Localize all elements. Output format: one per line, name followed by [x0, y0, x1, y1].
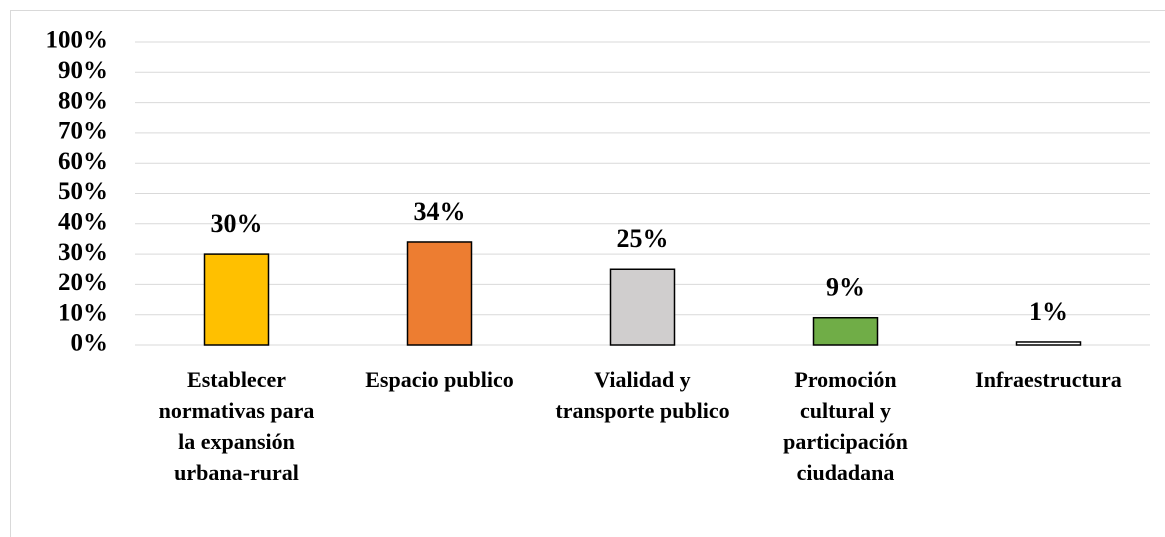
x-tick-label: Promoción cultural y participación ciuda… — [783, 367, 908, 485]
y-tick-label: 50% — [58, 178, 108, 205]
y-tick-label: 30% — [58, 239, 108, 266]
bar — [812, 316, 879, 346]
y-tick-label: 20% — [58, 269, 108, 296]
x-tick-label: Espacio publico — [365, 367, 514, 392]
chart-border — [10, 10, 1165, 537]
y-tick-label: 60% — [58, 148, 108, 175]
data-label: 30% — [211, 209, 263, 238]
y-tick-label: 90% — [58, 57, 108, 84]
bar — [406, 241, 473, 346]
y-tick-label: 10% — [58, 299, 108, 326]
y-tick-label: 100% — [46, 27, 109, 54]
y-tick-label: 80% — [58, 87, 108, 114]
data-label: 34% — [414, 197, 466, 226]
y-tick-label: 70% — [58, 118, 108, 145]
data-label: 1% — [1029, 297, 1068, 326]
y-tick-label: 0% — [71, 330, 109, 357]
bar — [1015, 341, 1082, 346]
x-tick-label: Establecer normativas para la expansión … — [158, 367, 315, 485]
bar — [609, 268, 676, 346]
data-label: 25% — [617, 224, 669, 253]
bar — [203, 253, 270, 346]
x-tick-label: Infraestructura — [975, 367, 1122, 392]
y-tick-label: 40% — [58, 209, 108, 236]
data-label: 9% — [826, 273, 865, 302]
x-tick-label: Vialidad y transporte publico — [555, 367, 730, 423]
